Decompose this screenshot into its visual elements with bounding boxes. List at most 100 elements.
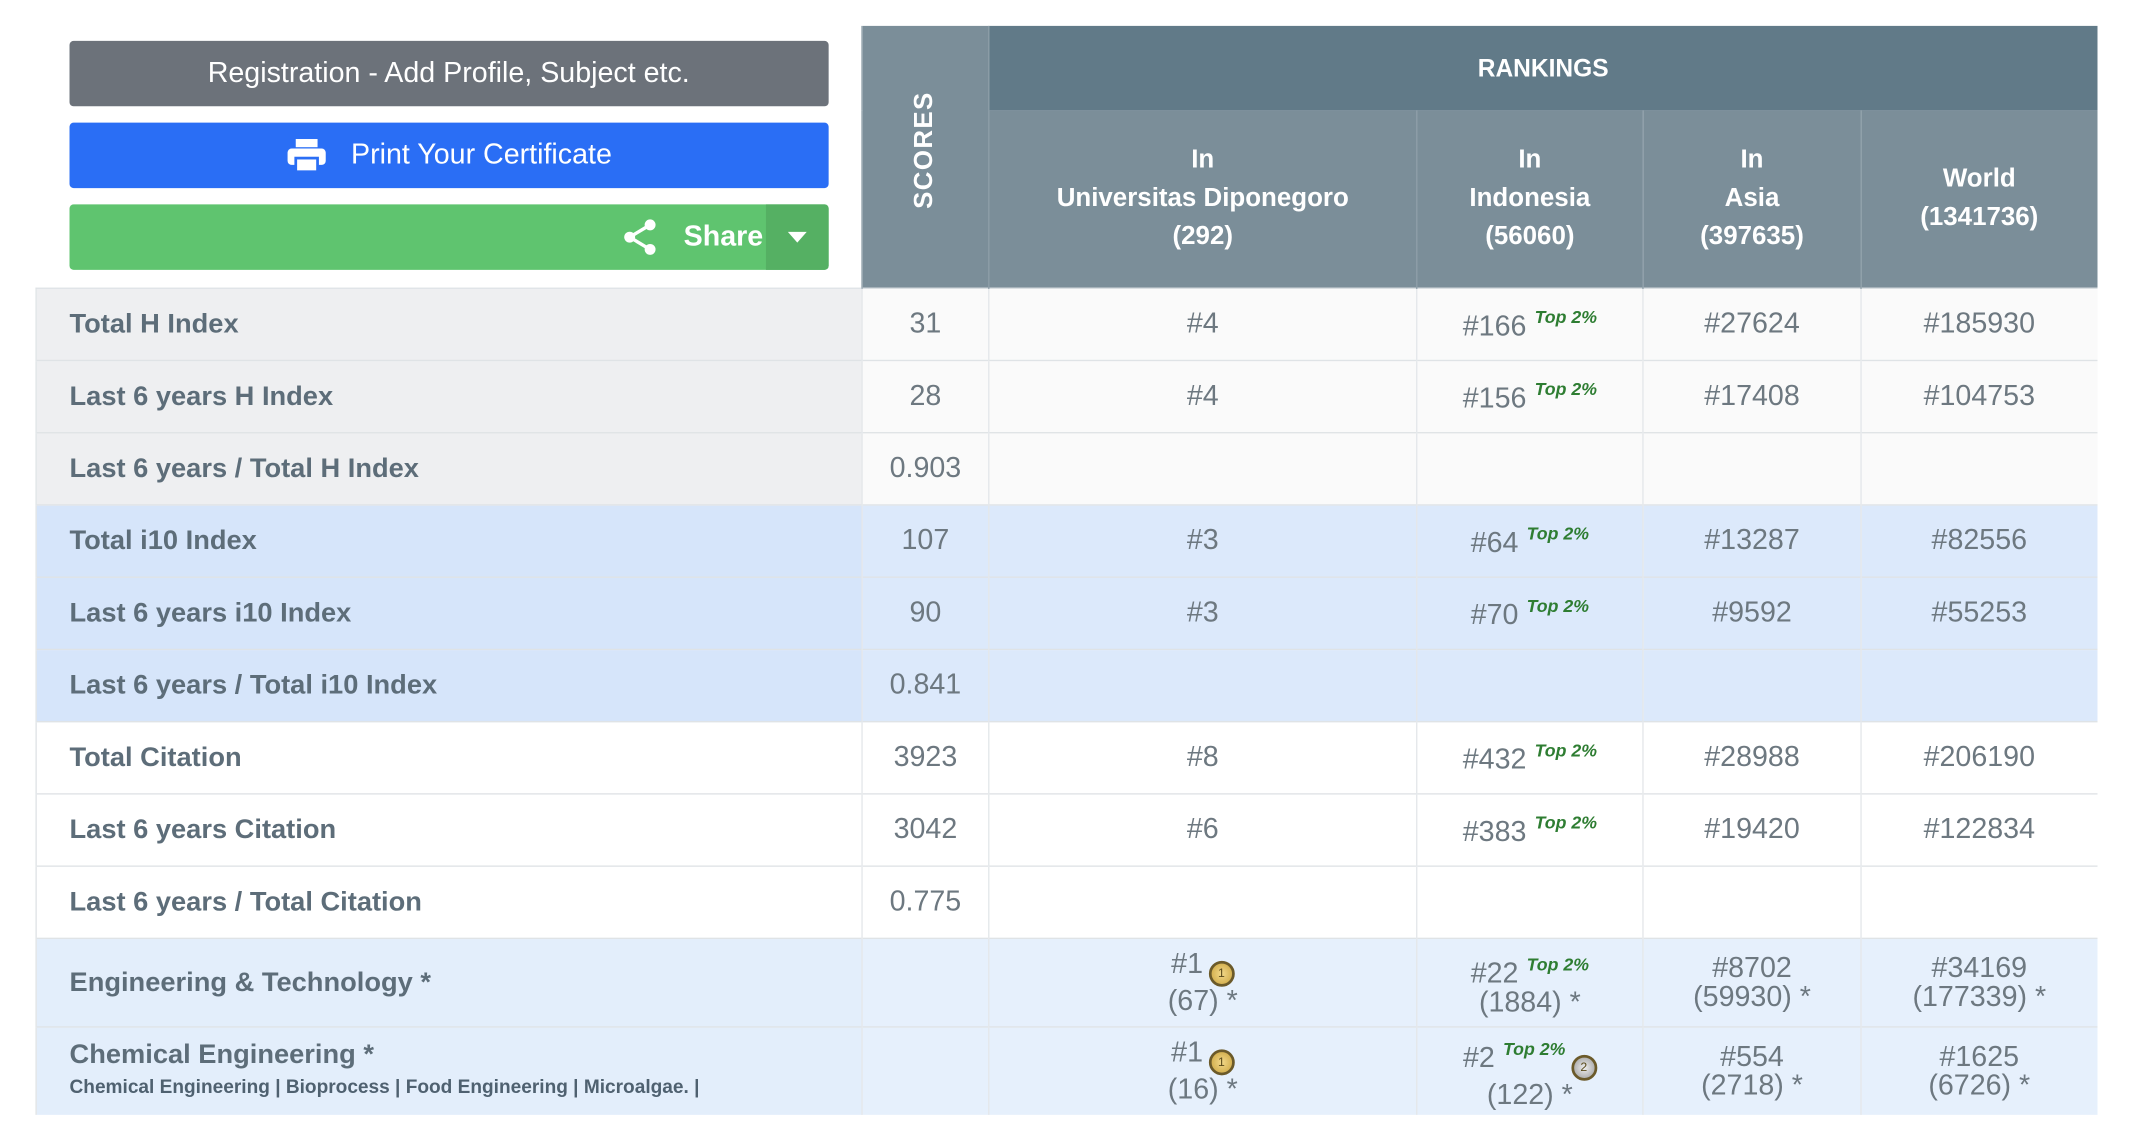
row-label: Total H Index — [35, 287, 863, 361]
registration-button[interactable]: Registration - Add Profile, Subject etc. — [68, 40, 829, 107]
row-label: Last 6 years / Total i10 Index — [35, 648, 863, 722]
count: (6726) * — [1928, 1069, 2031, 1102]
row-label: Chemical Engineering * Chemical Engineeri… — [35, 1026, 863, 1115]
rank-cell — [988, 648, 1417, 722]
rank-cell — [1416, 648, 1643, 722]
rank-cell: #554 (2718) * — [1642, 1026, 1862, 1115]
score: 3923 — [893, 741, 958, 773]
badge: Top 2% — [1534, 811, 1597, 833]
rank-line: #34169 — [1862, 954, 2097, 983]
count: (122) * — [1486, 1078, 1573, 1111]
score: 90 — [909, 596, 942, 629]
badge: Top 2% — [1534, 305, 1597, 327]
rank-cell: #432 Top 2% — [1416, 720, 1643, 794]
row-subjects: Chemical Engineering | Bioprocess | Food… — [69, 1075, 700, 1098]
rank-cell: #122834 — [1860, 793, 2097, 867]
row-label: Total Citation — [35, 720, 863, 794]
count: (59930) * — [1693, 981, 1811, 1013]
rank-line: #8 — [989, 741, 1416, 774]
row-label: Last 6 years / Total Citation — [35, 865, 863, 939]
row-label: Last 6 years / Total H Index — [35, 432, 863, 505]
rank: #432 — [1462, 743, 1527, 775]
rank-cell: #156 Top 2% — [1416, 359, 1643, 433]
rank-line: #22 Top 2% — [1417, 949, 1642, 987]
rank: #19420 — [1704, 813, 1800, 845]
rank: #17408 — [1704, 380, 1800, 412]
column-header-line: (397635) — [1700, 222, 1804, 251]
rankings-header: RANKINGS — [988, 25, 2097, 111]
rank: #8 — [1186, 741, 1219, 773]
rank-cell: #64 Top 2% — [1416, 504, 1643, 578]
rank-cell — [1642, 432, 1862, 505]
rank-cell — [1642, 865, 1862, 939]
share-button[interactable]: Share — [68, 204, 829, 270]
rank-line: #3 — [989, 525, 1416, 558]
table-row: Engineering & Technology * #1 1 (67) * #22 To… — [35, 937, 2097, 1027]
row-label-text: Last 6 years Citation — [69, 814, 337, 845]
share-dropdown[interactable] — [765, 204, 829, 270]
rank-cell: #8702 (59930) * — [1642, 937, 1862, 1027]
print-button[interactable]: Print Your Certificate — [68, 122, 829, 189]
rank-line: #3 — [989, 597, 1416, 630]
rank: #27624 — [1704, 308, 1800, 340]
rank: #82556 — [1931, 524, 2028, 557]
table-row: Total i10 Index 107 #3 #64 Top 2% #13287 #8255… — [35, 504, 2097, 578]
score-cell: 107 — [861, 504, 989, 578]
score-cell — [861, 1026, 989, 1115]
rank-line: #8702 — [1644, 954, 1861, 983]
rank: #1 — [1171, 1037, 1203, 1069]
rank-cell: #55253 — [1860, 576, 2097, 650]
rank: #122834 — [1923, 813, 2036, 845]
row-label-text: Total H Index — [69, 308, 239, 339]
rank: #166 — [1462, 310, 1527, 342]
row-label-text: Engineering & Technology * — [69, 966, 431, 997]
column-header-line: In — [1740, 145, 1764, 175]
rank-line: #27624 — [1644, 308, 1861, 341]
rank-cell: #1 1 (67) * — [988, 937, 1417, 1027]
rank: #13287 — [1704, 524, 1800, 557]
score: 107 — [901, 524, 950, 557]
row-label: Total i10 Index — [35, 504, 863, 578]
rank-line: #122834 — [1862, 814, 2097, 847]
rank-line: #156 Top 2% — [1417, 378, 1642, 415]
rank-cell: #3 — [988, 504, 1417, 578]
rank: #3 — [1186, 524, 1219, 557]
rank-line: #432 Top 2% — [1417, 739, 1642, 776]
rank: #1 — [1171, 948, 1203, 980]
rank-line: #4 — [989, 380, 1416, 413]
print-icon — [286, 139, 326, 174]
rank-line: #9592 — [1644, 597, 1861, 630]
badge: Top 2% — [1534, 378, 1597, 399]
rank-line: #82556 — [1862, 525, 2097, 558]
rank-cell: #28988 — [1642, 720, 1862, 794]
row-label: Last 6 years H Index — [35, 359, 863, 433]
rank: #70 — [1470, 598, 1519, 631]
rank-cell: #206190 — [1860, 720, 2097, 794]
rank: #8702 — [1712, 952, 1792, 985]
column-header-line: In — [1191, 145, 1215, 175]
rank-cell: #1 1 (16) * — [988, 1026, 1417, 1115]
table-row: Last 6 years / Total i10 Index 0.841 — [35, 648, 2097, 722]
share-icon — [623, 219, 656, 255]
column-header-line: Indonesia — [1469, 183, 1591, 213]
table-row: Total Citation 3923 #8 #432 Top 2% #28988 #206… — [35, 720, 2097, 794]
count: (16) * — [1167, 1073, 1238, 1106]
score-cell — [861, 937, 989, 1027]
rank: #34169 — [1931, 952, 2028, 985]
rank: #64 — [1470, 526, 1519, 559]
table-body: Total H Index 31 #4 #166 Top 2% #27624 #185930… — [35, 287, 2097, 1115]
row-label-text: Last 6 years / Total Citation — [69, 886, 422, 917]
row-label-text: Last 6 years i10 Index — [69, 597, 352, 628]
row-label-text: Last 6 years / Total H Index — [69, 453, 419, 484]
count: (1884) * — [1478, 986, 1581, 1018]
table-row: Last 6 years / Total H Index 0.903 — [35, 432, 2097, 505]
column-header-line: (56060) — [1485, 222, 1575, 251]
rank-line: #104753 — [1862, 380, 2097, 413]
badge: Top 2% — [1526, 953, 1589, 974]
rank-cell: #17408 — [1642, 359, 1862, 433]
rank-cell — [1416, 865, 1643, 939]
rank-cell — [1416, 432, 1643, 505]
badge: Top 2% — [1526, 522, 1589, 544]
